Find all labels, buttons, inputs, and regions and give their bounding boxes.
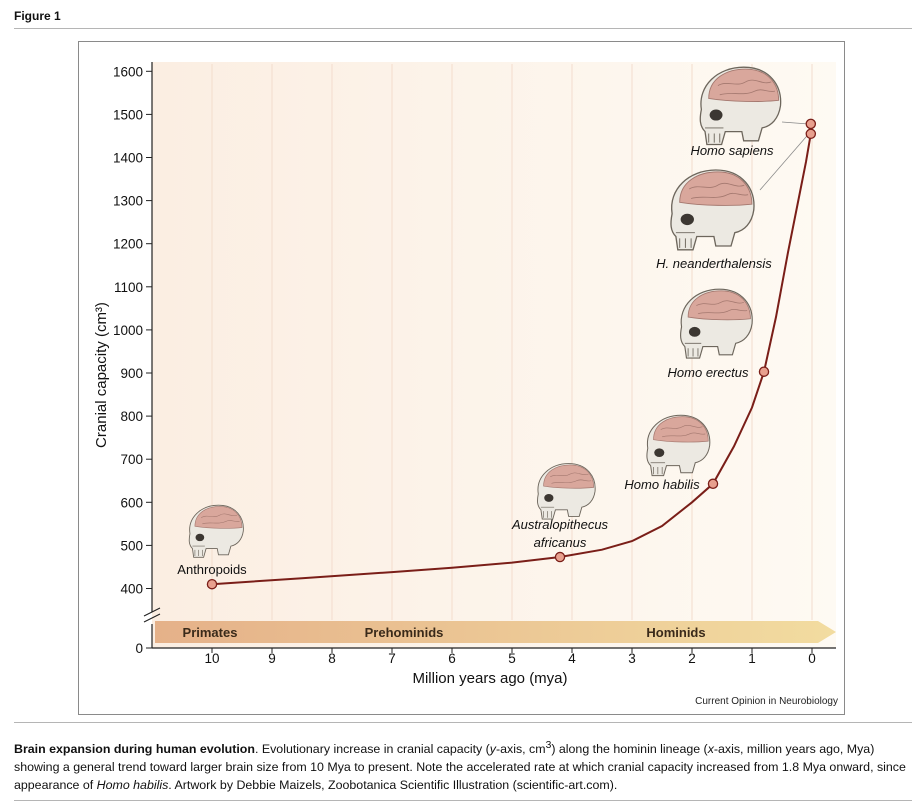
y-tick-label-900: 900 bbox=[120, 366, 143, 381]
x-tick-label-4: 4 bbox=[568, 651, 576, 666]
y-tick-label-500: 500 bbox=[120, 538, 143, 553]
point-label-homo-erectus: Homo erectus bbox=[668, 365, 749, 380]
leader-line-sapiens bbox=[781, 121, 807, 125]
point-label-homo-habilis: Homo habilis bbox=[624, 477, 700, 492]
caption-text-2: -axis, cm bbox=[496, 742, 546, 757]
period-label-prehominids: Prehominids bbox=[365, 625, 444, 640]
y-tick-label-600: 600 bbox=[120, 495, 143, 510]
x-tick-label-3: 3 bbox=[628, 651, 636, 666]
data-points bbox=[206, 118, 817, 590]
y-tick-label-1600: 1600 bbox=[113, 64, 143, 79]
x-tick-label-7: 7 bbox=[388, 651, 396, 666]
figure-frame bbox=[78, 41, 845, 715]
y-tick-label-700: 700 bbox=[120, 452, 143, 467]
data-point-homo-sapiens bbox=[805, 118, 817, 130]
x-ticks: 10 9 8 7 6 5 4 3 2 1 0 bbox=[204, 648, 816, 666]
period-labels: Primates Prehominids Hominids bbox=[183, 625, 706, 640]
australopithecus-skull-icon bbox=[537, 463, 596, 520]
y-tick-label-1400: 1400 bbox=[113, 151, 143, 166]
caption-text-5: . Artwork by Debbie Maizels, Zoobotanica… bbox=[168, 778, 618, 793]
leader-line-neanderthal bbox=[759, 133, 810, 191]
point-label-australopithecus-africanus: Australopithecus africanus bbox=[511, 517, 609, 550]
neanderthal-skull-icon bbox=[670, 169, 755, 251]
y-axis-label: Cranial capacity (cm³) bbox=[93, 302, 110, 448]
y-tick-label-1500: 1500 bbox=[113, 107, 143, 122]
figure-caption: Brain expansion during human evolution. … bbox=[14, 737, 912, 794]
x-tick-label-6: 6 bbox=[448, 651, 456, 666]
period-label-hominids: Hominids bbox=[646, 625, 705, 640]
x-tick-label-10: 10 bbox=[204, 651, 219, 666]
point-label-homo-sapiens: Homo sapiens bbox=[690, 143, 774, 158]
cranial-capacity-curve bbox=[211, 133, 812, 586]
caption-top-rule bbox=[14, 722, 912, 723]
homo-habilis-skull-icon bbox=[646, 414, 711, 477]
period-band-arrow bbox=[155, 621, 836, 643]
period-label-primates: Primates bbox=[183, 625, 238, 640]
caption-x-var: x bbox=[707, 742, 714, 757]
y-axis-break-mark bbox=[143, 607, 161, 623]
point-label-h-neanderthalensis: H. neanderthalensis bbox=[656, 256, 772, 271]
y-tick-label-1100: 1100 bbox=[114, 280, 143, 295]
x-tick-label-2: 2 bbox=[688, 651, 696, 666]
leader-lines bbox=[759, 121, 810, 191]
skull-illustrations bbox=[188, 66, 782, 558]
credit-text: Current Opinion in Neurobiology bbox=[695, 696, 838, 707]
y-tick-label-1000: 1000 bbox=[113, 323, 143, 338]
x-tick-label-0: 0 bbox=[808, 651, 816, 666]
homo-sapiens-skull-icon bbox=[699, 66, 782, 146]
x-tick-label-9: 9 bbox=[268, 651, 276, 666]
y-tick-label-1200: 1200 bbox=[113, 237, 143, 252]
caption-text-4: -axis, million years ago, Mya) showing a… bbox=[14, 742, 906, 793]
axes bbox=[143, 62, 836, 649]
vertical-gridlines bbox=[211, 64, 813, 620]
caption-y-var: y bbox=[489, 742, 496, 757]
point-label-anthropoids: Anthropoids bbox=[177, 562, 247, 577]
y-tick-label-1300: 1300 bbox=[113, 194, 143, 209]
data-point-homo-habilis bbox=[707, 478, 719, 490]
data-point-anthropoids bbox=[206, 578, 218, 590]
bottom-rule bbox=[14, 800, 912, 801]
figure-label: Figure 1 bbox=[14, 9, 61, 23]
caption-title: Brain expansion during human evolution bbox=[14, 742, 255, 757]
data-point-homo-erectus bbox=[758, 366, 770, 377]
caption-text-1: . Evolutionary increase in cranial capac… bbox=[254, 742, 490, 757]
y-tick-label-0: 0 bbox=[135, 641, 143, 656]
x-axis-label: Million years ago (mya) bbox=[412, 670, 567, 687]
y-tick-label-400: 400 bbox=[120, 582, 143, 597]
y-ticks: 400 500 600 700 800 900 1000 1100 1200 1300 1400 15… bbox=[113, 64, 152, 656]
caption-superscript: 3 bbox=[545, 740, 552, 751]
x-tick-label-1: 1 bbox=[748, 651, 756, 666]
y-tick-label-800: 800 bbox=[120, 409, 143, 424]
homo-erectus-skull-icon bbox=[680, 288, 753, 359]
point-labels: Anthropoids Australopithecus africanus Homo… bbox=[177, 143, 774, 577]
x-tick-label-8: 8 bbox=[328, 651, 336, 666]
caption-text-3: ) along the hominin lineage ( bbox=[551, 742, 708, 757]
data-point-h-neanderthalensis bbox=[805, 128, 817, 140]
top-rule bbox=[14, 28, 912, 29]
anthropoid-skull-icon bbox=[188, 504, 244, 558]
data-point-australopithecus-africanus bbox=[554, 551, 566, 563]
x-tick-label-5: 5 bbox=[508, 651, 516, 666]
caption-species: Homo habilis bbox=[96, 778, 169, 793]
